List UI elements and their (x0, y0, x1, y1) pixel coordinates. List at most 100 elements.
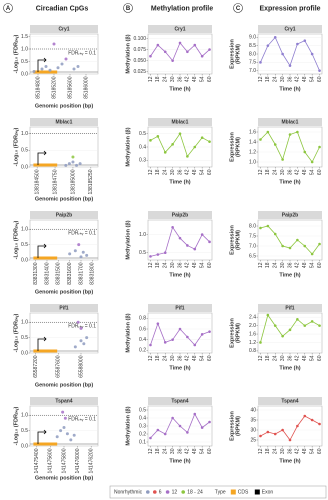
point (149, 436, 152, 440)
x-tick-label: 12 (258, 448, 264, 454)
legend-dot (165, 490, 170, 494)
x-tick-label: 30 (170, 76, 176, 82)
x-tick-label: 48 (192, 448, 198, 454)
x-tick-label: 18 (265, 448, 271, 454)
point (178, 424, 182, 428)
y-tick-label: 0.5 (21, 59, 28, 65)
panel-title: Methylation profile (151, 5, 213, 12)
point (266, 44, 270, 47)
x-tick-label: 48 (302, 76, 308, 82)
strip-title: Cry1 (174, 27, 185, 33)
x-tick-label: 42 (295, 169, 301, 175)
point (303, 39, 307, 42)
x-tick-label: 18 (155, 355, 161, 361)
y-tick-label: 1.6 (249, 129, 256, 135)
legend-title: Type (215, 489, 226, 495)
point (71, 160, 75, 164)
tss-arrow (37, 243, 47, 258)
point (288, 438, 292, 442)
plot-area (29, 33, 99, 75)
y-axis-label: -Log₁₀ (FDRᵣₕᵧ) (13, 313, 19, 352)
x-tick-label: 12 (258, 262, 264, 268)
point (259, 434, 262, 438)
strip-title: Paip2b (282, 213, 298, 219)
point (259, 61, 262, 64)
x-tick-label: 48 (192, 262, 198, 268)
x-tick-label: 60 (317, 76, 323, 82)
x-tick-label: 18 (265, 76, 271, 82)
x-tick-label: 141475800 (61, 448, 67, 473)
point (186, 155, 189, 158)
strip (30, 25, 98, 33)
point (156, 135, 160, 138)
point (171, 338, 174, 341)
strip-title: Tspan4 (55, 399, 72, 405)
y-tick-label: 0.0 (21, 257, 28, 263)
annotation: FDRᵣₕᵧ = 0.1 (68, 324, 96, 330)
y-tick-label: 0.100 (133, 36, 146, 42)
strip (148, 118, 212, 126)
y-axis-label: (RPKM) (235, 137, 241, 157)
x-tick-label: 48 (302, 355, 308, 361)
point (303, 414, 307, 418)
legend-dot (153, 490, 157, 494)
legend-label: 18 - 24 (187, 489, 203, 495)
strip (258, 25, 322, 33)
x-tick-label: 30 (280, 262, 286, 268)
y-tick-label: 0.5 (21, 148, 28, 154)
point (72, 67, 76, 71)
x-tick-label: 85184800 (35, 76, 41, 98)
x-axis-label: Time (h) (279, 272, 300, 278)
x-tick-label: 30 (170, 169, 176, 175)
point (281, 428, 284, 432)
point (273, 36, 277, 39)
x-axis-label: Genomic position (bp) (35, 475, 94, 481)
y-tick-label: 1.0 (139, 232, 146, 238)
point (281, 334, 284, 338)
strip-title: Pif1 (175, 306, 184, 312)
point (163, 341, 167, 344)
x-tick-label: 65587200 (33, 355, 39, 377)
strip (30, 397, 98, 405)
y-tick-label: 0.0 (21, 71, 28, 77)
y-axis-label: (RPKM) (235, 323, 241, 343)
point (77, 243, 81, 247)
legend-dot (181, 490, 185, 494)
point (52, 42, 56, 46)
point (79, 339, 83, 343)
x-tick-label: 54 (199, 355, 205, 361)
x-tick-label: 54 (199, 448, 205, 454)
point (266, 313, 270, 317)
x-tick-label: 83831500 (56, 262, 62, 284)
point (72, 433, 76, 437)
point (75, 163, 79, 167)
x-tick-label: 18 (155, 76, 161, 82)
cds-block (33, 442, 58, 446)
strip-title: Cry1 (284, 27, 295, 33)
y-tick-label: 0.8 (139, 316, 146, 322)
point (76, 320, 80, 324)
strip-title: Tspan4 (171, 399, 188, 405)
y-tick-label: 7.0 (249, 243, 256, 249)
y-tick-label: 0.3 (139, 158, 146, 164)
y-axis-label: Methylation (β) (125, 313, 131, 352)
x-tick-label: 24 (163, 76, 169, 82)
point (76, 65, 80, 68)
point (273, 232, 277, 236)
cds-block (33, 70, 58, 74)
y-tick-label: 0.8 (249, 348, 256, 354)
point (310, 52, 314, 56)
strip (258, 118, 322, 126)
x-tick-label: 30 (280, 169, 286, 175)
x-tick-label: 24 (163, 169, 169, 175)
point (171, 59, 174, 62)
x-tick-label: 18 (155, 169, 161, 175)
point (193, 343, 197, 347)
point (149, 139, 152, 142)
x-tick-label: 138185000 (70, 169, 76, 194)
x-tick-label: 60 (207, 169, 213, 175)
strip (30, 118, 98, 126)
x-tick-label: 24 (273, 76, 279, 82)
y-tick-label: 1.2 (249, 149, 256, 155)
